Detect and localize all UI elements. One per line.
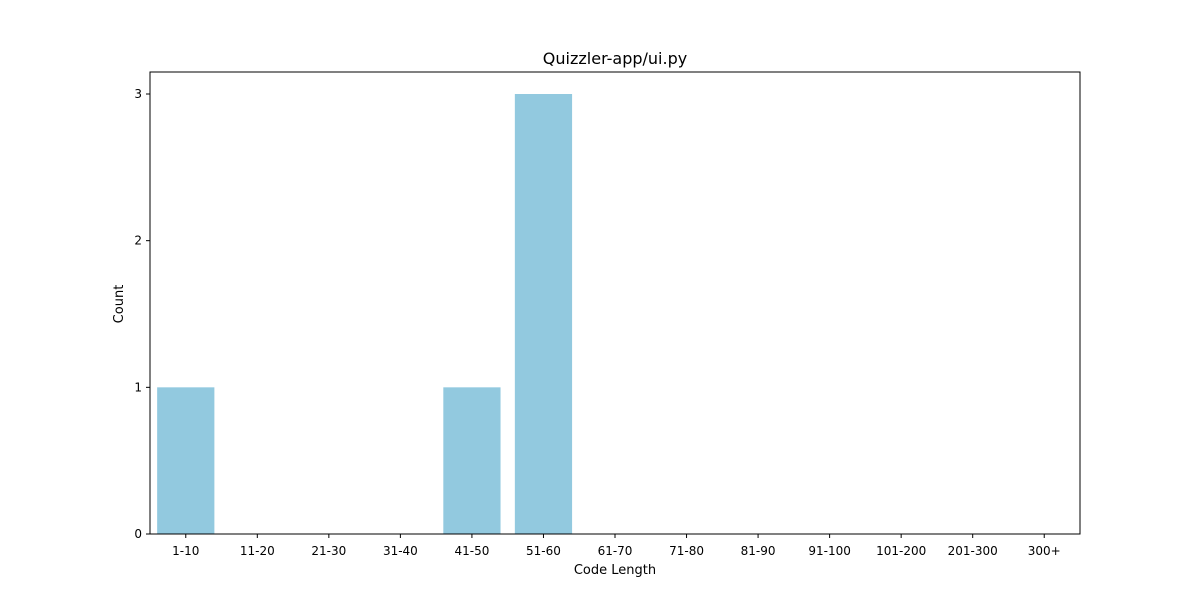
plot-frame [149, 71, 1081, 535]
x-tick-label: 91-100 [808, 544, 851, 558]
y-tick-label: 3 [134, 87, 142, 101]
x-tick-label: 51-60 [526, 544, 561, 558]
x-tick-label: 1-10 [172, 544, 199, 558]
x-tick-label: 101-200 [876, 544, 926, 558]
x-tick-label: 41-50 [454, 544, 489, 558]
y-axis-ticks: 0 1 2 3 [134, 87, 150, 541]
x-tick-label: 81-90 [741, 544, 776, 558]
bar [443, 387, 501, 534]
x-tick-label: 31-40 [383, 544, 418, 558]
x-tick-label: 21-30 [311, 544, 346, 558]
y-tick-label: 1 [134, 380, 142, 394]
bar [157, 387, 215, 534]
x-tick-label: 201-300 [948, 544, 998, 558]
x-tick-label: 71-80 [669, 544, 704, 558]
x-tick-label: 11-20 [240, 544, 275, 558]
y-axis-label: Count [112, 285, 127, 324]
x-tick-label: 61-70 [598, 544, 633, 558]
y-tick-label: 2 [134, 234, 142, 248]
x-axis-ticks: 1-10 11-20 21-30 31-40 41-50 51-60 61-70 71-80 8… [172, 534, 1061, 558]
bars-layer [157, 94, 573, 534]
bar [514, 94, 573, 534]
x-tick-label: 300+ [1028, 544, 1061, 558]
x-axis-label: Code Length [574, 563, 656, 578]
chart-title: Quizzler-app/ui.py [543, 49, 687, 68]
y-tick-label: 0 [134, 527, 142, 541]
